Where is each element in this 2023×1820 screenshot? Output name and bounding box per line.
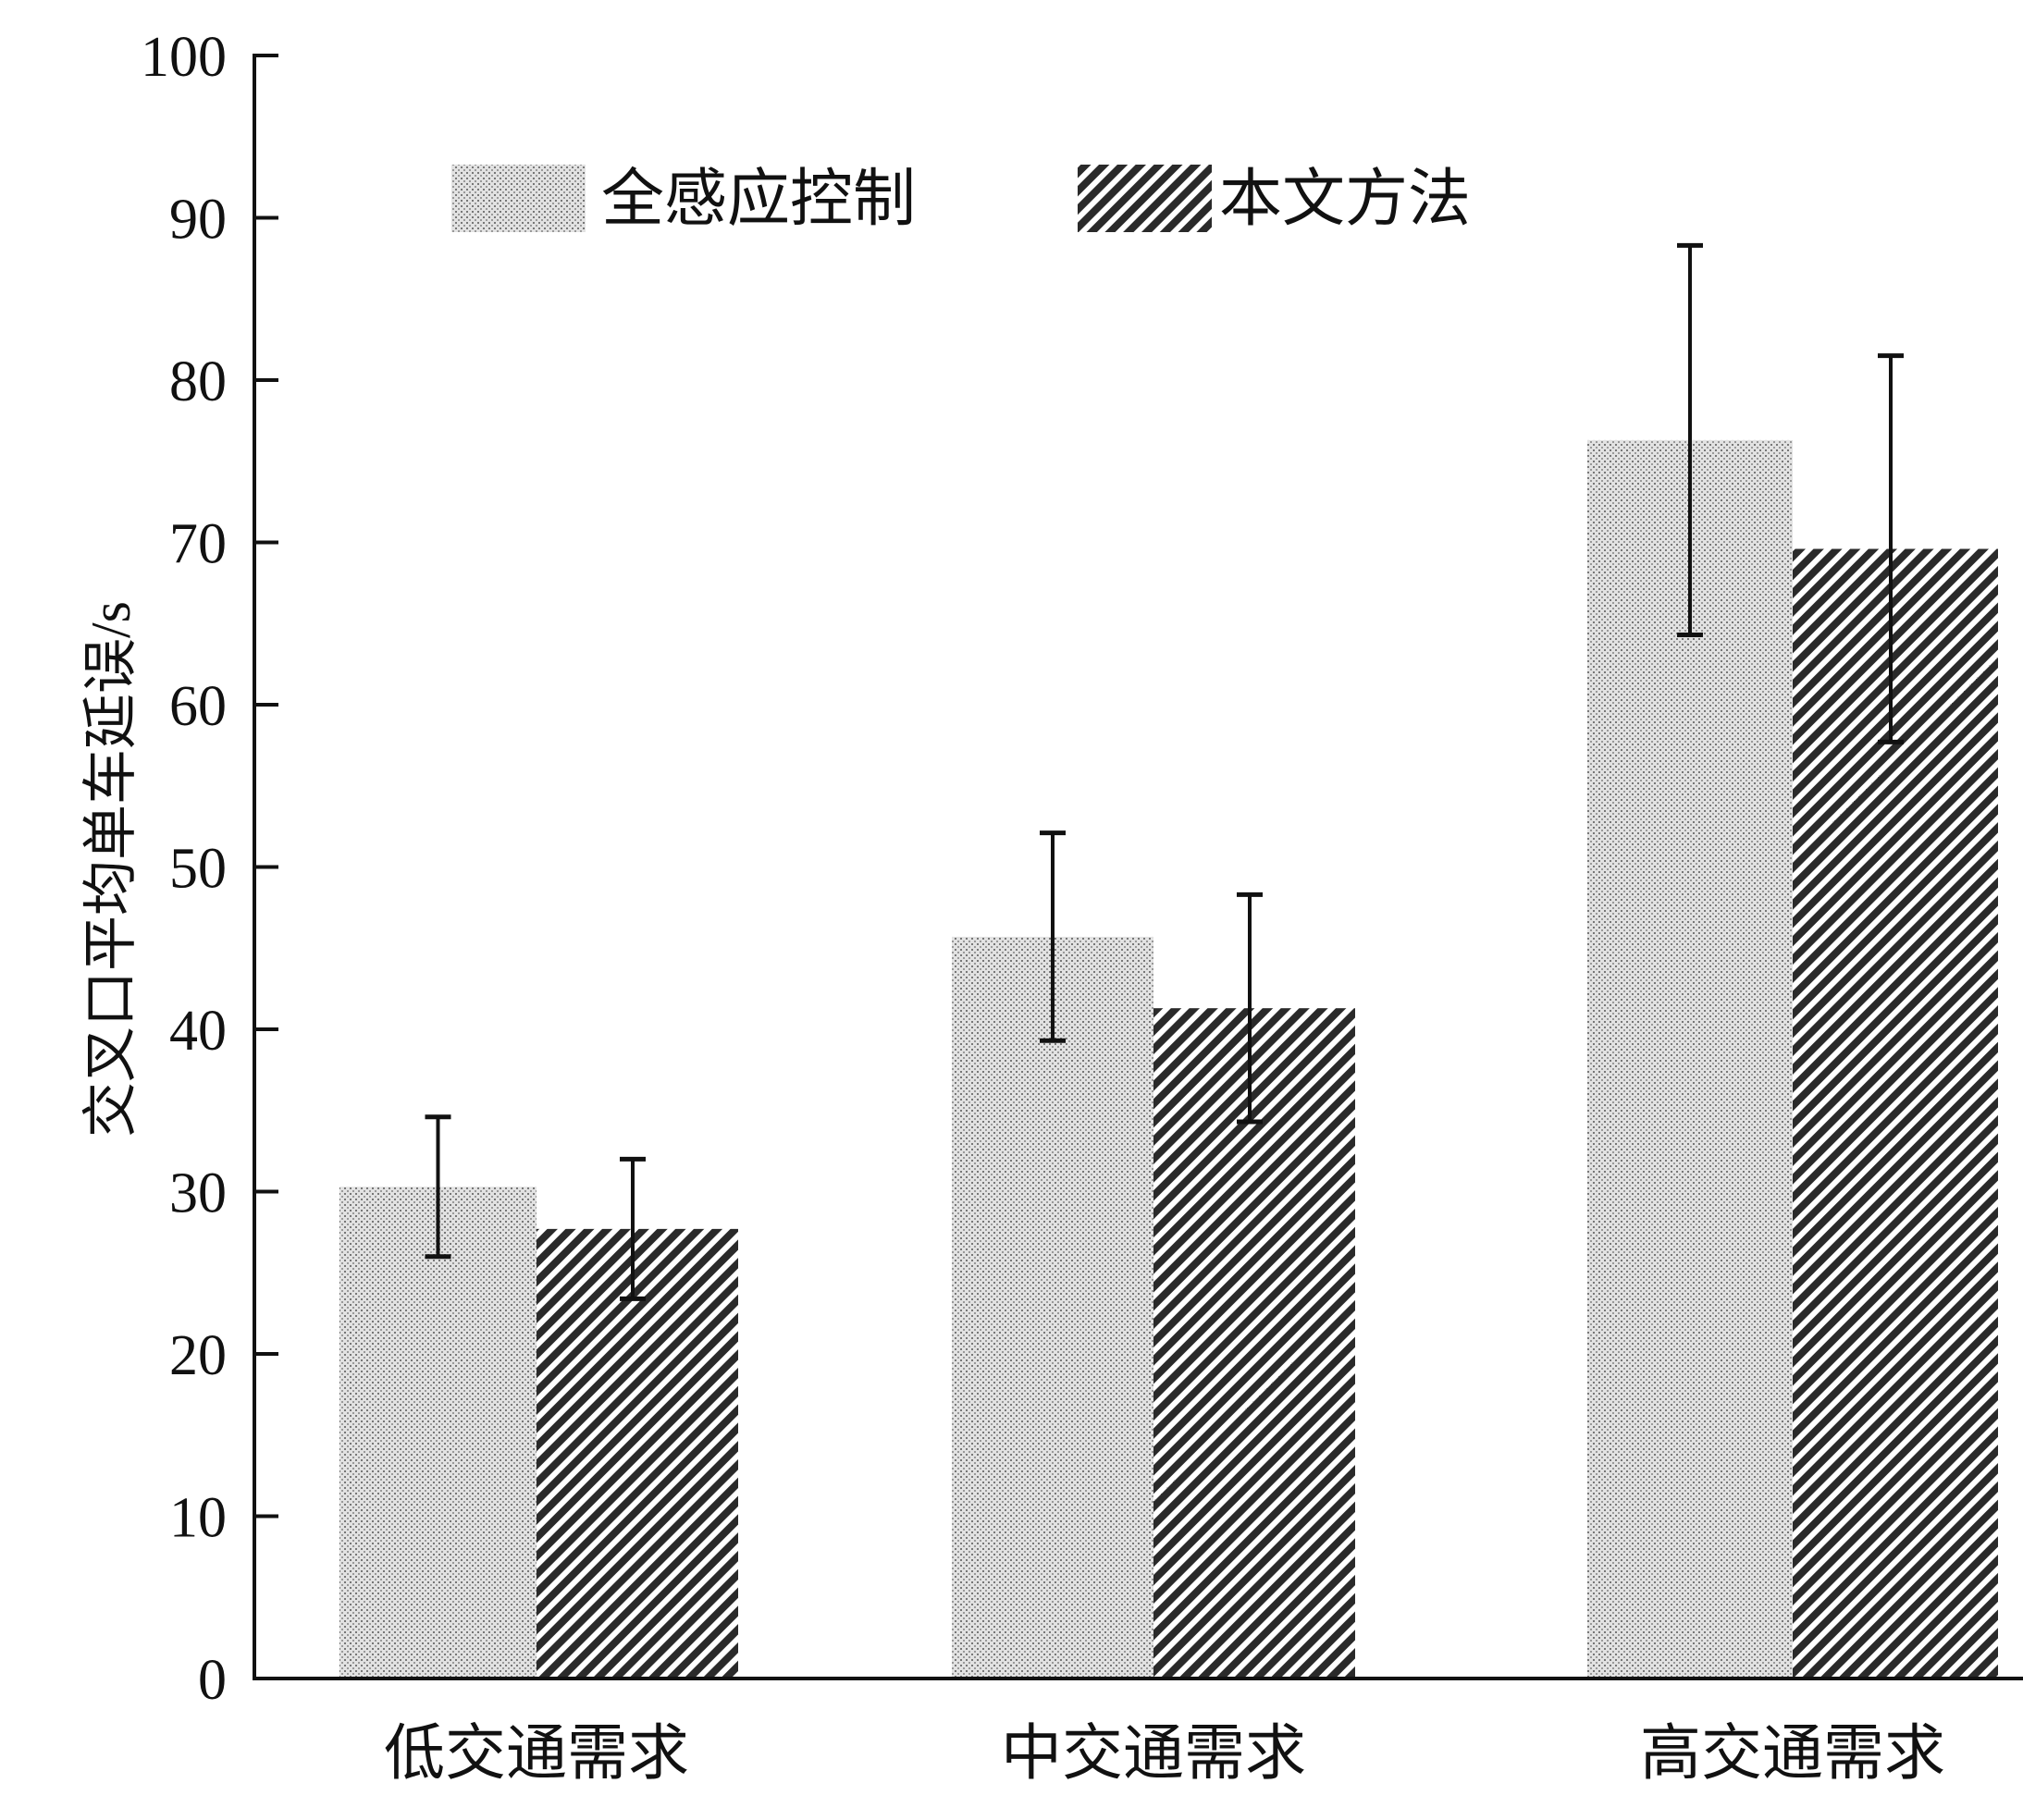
x-tick-label-2: 高交通需求 xyxy=(1640,1720,1945,1788)
legend: 全感应控制 本文方法 xyxy=(451,164,1471,234)
y-tick-label: 20 xyxy=(169,1324,227,1387)
bars-layer xyxy=(339,439,1998,1679)
error-bar-proposed-1 xyxy=(1237,892,1263,1125)
bar-full-actuated-1 xyxy=(952,936,1153,1679)
bar-full-actuated-2 xyxy=(1587,439,1793,1679)
y-tick-label: 70 xyxy=(169,513,227,576)
error-bar-full-actuated-2 xyxy=(1677,242,1703,638)
y-tick-label: 30 xyxy=(169,1162,227,1225)
error-bar-proposed-2 xyxy=(1878,353,1904,744)
y-axis-label: 交叉口平均单车延误/s xyxy=(80,601,142,1138)
x-tick-label-1: 中交通需求 xyxy=(1001,1720,1306,1788)
x-tick-label-0: 低交通需求 xyxy=(384,1720,689,1788)
error-bars-layer xyxy=(425,242,1904,1301)
legend-label-1: 本文方法 xyxy=(1219,164,1471,234)
y-tick-label: 80 xyxy=(169,350,227,413)
bar-proposed-0 xyxy=(537,1228,738,1679)
y-tick-label: 90 xyxy=(169,189,227,252)
bar-full-actuated-0 xyxy=(339,1187,537,1679)
error-bar-full-actuated-0 xyxy=(425,1114,451,1260)
y-tick-label: 40 xyxy=(169,1000,227,1063)
error-bar-full-actuated-1 xyxy=(1040,830,1066,1043)
legend-swatch-1 xyxy=(1078,165,1212,232)
legend-item-1: 本文方法 xyxy=(1078,164,1471,234)
error-bar-proposed-0 xyxy=(620,1156,646,1301)
bar-proposed-2 xyxy=(1793,548,1998,1679)
y-tick-label: 100 xyxy=(141,26,227,89)
y-tick-label: 60 xyxy=(169,675,227,738)
y-tick-label: 10 xyxy=(169,1487,227,1550)
axes-layer: 低交通需求 中交通需求 高交通需求 0 10 20 30 40 50 60 70 80 90 100 xyxy=(141,26,2023,1788)
legend-item-0: 全感应控制 xyxy=(451,164,916,234)
bar-proposed-1 xyxy=(1153,1008,1355,1679)
legend-label-0: 全感应控制 xyxy=(601,164,916,234)
y-tick-label: 0 xyxy=(198,1649,227,1712)
y-tick-label: 50 xyxy=(169,838,227,901)
legend-swatch-0 xyxy=(451,165,586,232)
